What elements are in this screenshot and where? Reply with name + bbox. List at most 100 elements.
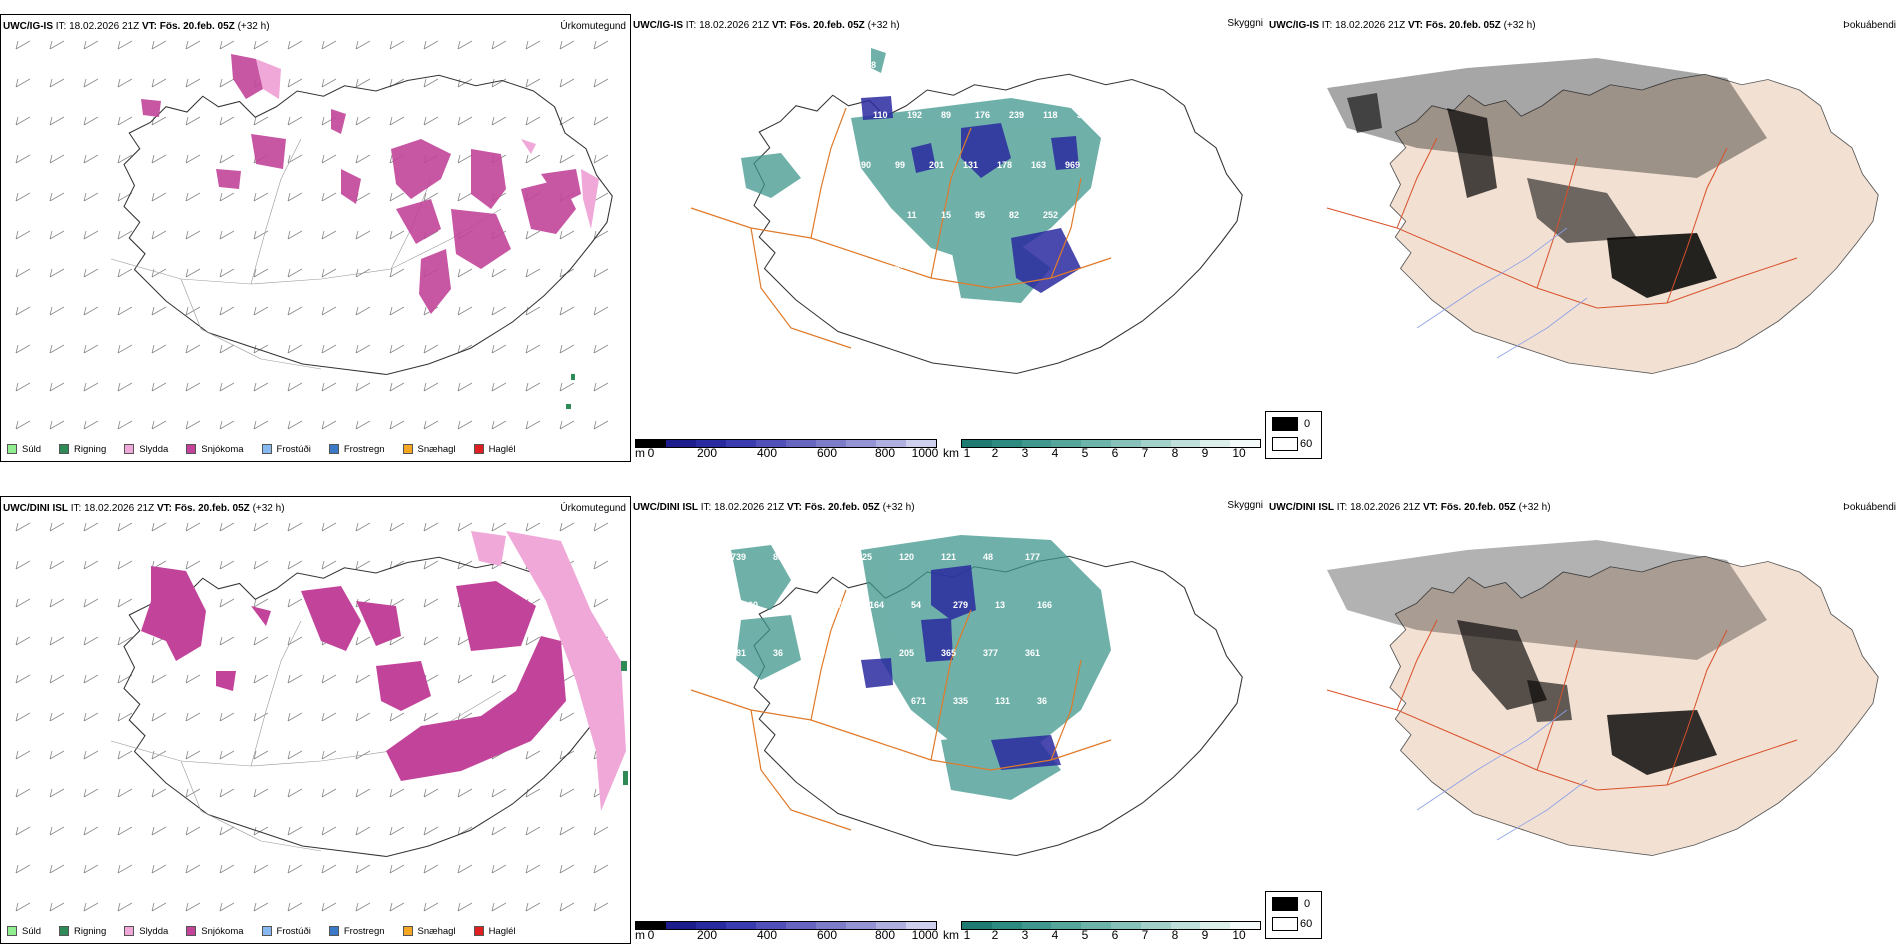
wind-barb <box>593 522 609 532</box>
km-tick: 1 <box>963 928 971 942</box>
wind-barb <box>15 230 31 240</box>
wind-barb <box>83 902 99 912</box>
wind-barb <box>525 154 541 164</box>
wind-barb <box>185 674 201 684</box>
visibility-value: 412 <box>1111 110 1126 120</box>
wind-barb <box>287 864 303 874</box>
visibility-value: 147 <box>785 696 800 706</box>
wind-barb <box>83 712 99 722</box>
wind-barb <box>185 192 201 202</box>
visibility-value: 89 <box>941 110 951 120</box>
wind-barb <box>355 154 371 164</box>
fog-shading <box>1327 540 1767 775</box>
visibility-value: 114 <box>1031 60 1046 70</box>
roads-orange <box>690 589 1112 831</box>
visibility-value: 131 <box>963 160 978 170</box>
wind-barb <box>321 674 337 684</box>
wind-barb <box>83 230 99 240</box>
wind-barb <box>49 750 65 760</box>
precip-map <box>15 522 628 912</box>
wind-barb <box>491 902 507 912</box>
wind-barb <box>83 560 99 570</box>
visibility-value: 178 <box>997 160 1012 170</box>
km-tick: 7 <box>1141 928 1149 942</box>
visibility-value: 141 <box>869 696 884 706</box>
wind-barb <box>185 268 201 278</box>
fog-label-dark: 0 <box>1304 898 1311 910</box>
visibility-value: 181 <box>731 648 746 658</box>
wind-barb <box>355 636 371 646</box>
wind-barb <box>559 154 575 164</box>
wind-barb <box>491 788 507 798</box>
wind-barb <box>49 40 65 50</box>
wind-barbs <box>15 40 609 430</box>
wind-barb <box>83 382 99 392</box>
wind-barb <box>151 40 167 50</box>
wind-barb <box>321 560 337 570</box>
km-tick: 4 <box>1051 928 1059 942</box>
legend-item: Haglél <box>473 926 516 937</box>
panel-name: Skyggni <box>1227 18 1263 29</box>
visibility-map: 868 248 187 115 155 114 306 116 110 192 89 176 239 11… <box>690 48 1243 375</box>
wind-barb <box>151 382 167 392</box>
visibility-value: 116 <box>1099 60 1114 70</box>
visibility-value: 115 <box>963 60 978 70</box>
wind-barb <box>491 40 507 50</box>
wind-barb <box>321 420 337 430</box>
wind-barb <box>253 40 269 50</box>
wind-barb <box>355 40 371 50</box>
wind-barb <box>423 598 439 608</box>
wind-barb <box>151 306 167 316</box>
fog-map <box>1326 58 1879 374</box>
wind-barb <box>49 268 65 278</box>
rain-spots <box>566 374 575 409</box>
km-tick: 3 <box>1021 446 1029 460</box>
wind-barb <box>253 230 269 240</box>
wind-barb <box>389 344 405 354</box>
visibility-value: 13 <box>995 600 1005 610</box>
m-tick: 400 <box>756 446 778 460</box>
legend-item: Rigning <box>59 444 106 455</box>
wind-barb <box>151 192 167 202</box>
visibility-value: 306 <box>1065 60 1080 70</box>
fog-map <box>1326 540 1879 856</box>
wind-barb <box>559 344 575 354</box>
snow-areas <box>141 566 566 781</box>
wind-barb <box>389 40 405 50</box>
visibility-value: 740 <box>785 600 800 610</box>
wind-barb <box>389 268 405 278</box>
visibility-value: 130 <box>731 744 746 754</box>
visibility-value: 200 <box>743 600 758 610</box>
panel-title: UWC/DINI ISL IT: 18.02.2026 21Z VT: Fös.… <box>3 503 285 514</box>
wind-barb <box>457 154 473 164</box>
wind-barb <box>491 116 507 126</box>
wind-barb <box>49 382 65 392</box>
legend-item: Súld <box>7 444 41 455</box>
wind-barb <box>151 78 167 88</box>
wind-barb <box>457 116 473 126</box>
legend-swatch <box>473 926 484 936</box>
wind-barb <box>15 306 31 316</box>
km-unit: km <box>943 446 959 460</box>
wind-barb <box>117 788 133 798</box>
wind-barb <box>253 268 269 278</box>
wind-barb <box>559 382 575 392</box>
km-tick: 8 <box>1171 928 1179 942</box>
km-tick: 1 <box>963 446 971 460</box>
wind-barb <box>593 230 609 240</box>
wind-barb <box>287 674 303 684</box>
wind-barb <box>117 40 133 50</box>
wind-barb <box>593 116 609 126</box>
wind-barb <box>15 674 31 684</box>
fog-index-legend-top: 0 60 <box>1265 411 1322 459</box>
wind-barb <box>83 78 99 88</box>
precip-legend: Súld Rigning Slydda Snjókoma Frostúði Fr… <box>7 442 530 456</box>
m-tick: 600 <box>816 928 838 942</box>
wind-barb <box>253 750 269 760</box>
wind-barb <box>219 268 235 278</box>
wind-barb <box>253 598 269 608</box>
wind-barb <box>15 712 31 722</box>
wind-barb <box>49 864 65 874</box>
wind-barb <box>423 420 439 430</box>
visibility-value: 36 <box>1037 696 1047 706</box>
